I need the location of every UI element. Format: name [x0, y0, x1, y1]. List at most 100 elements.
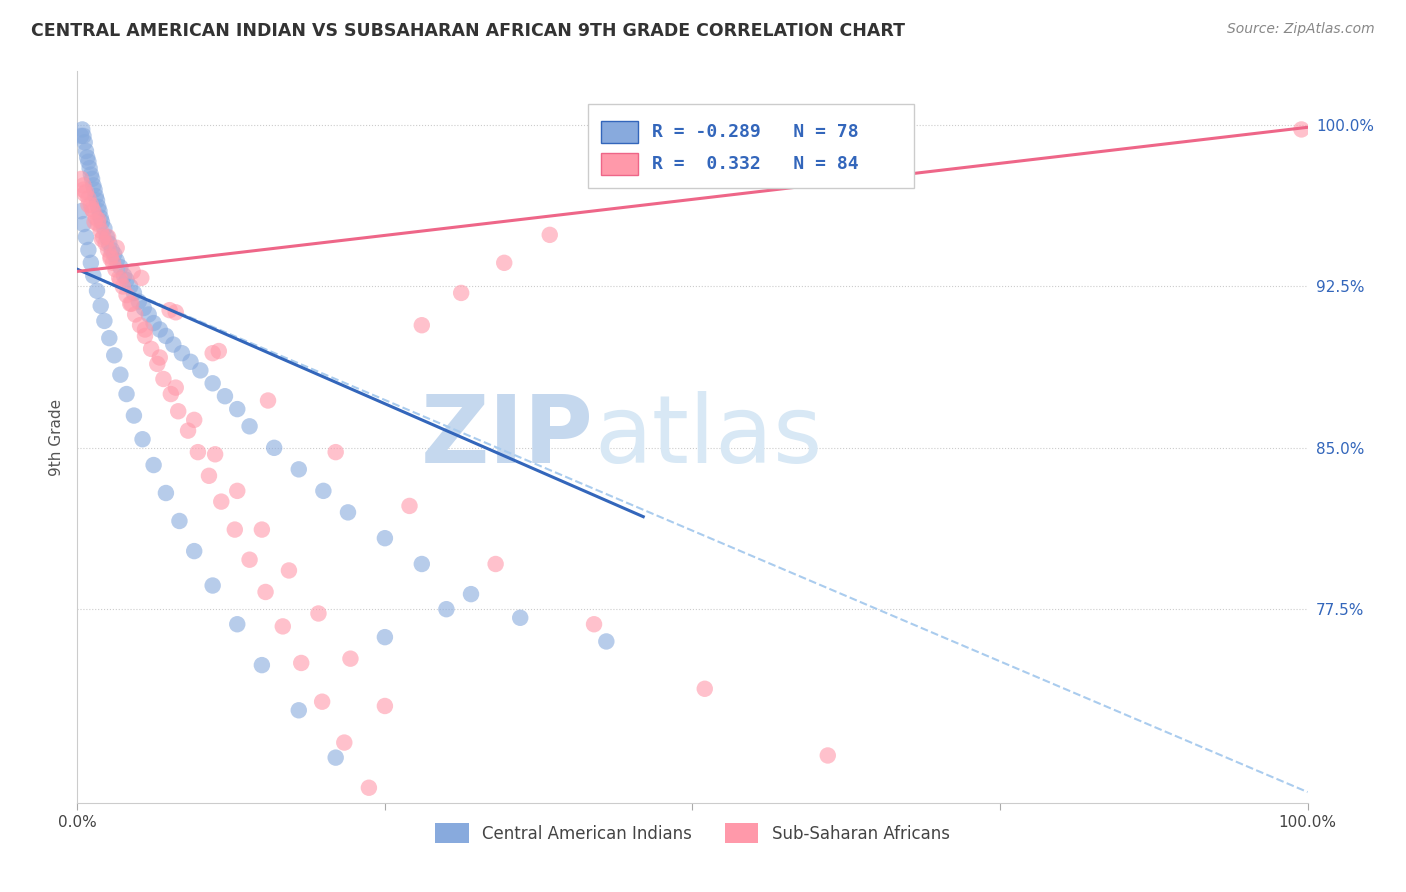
- Point: [1291, 122, 1313, 136]
- Point: [90, 211, 112, 225]
- Point: [110, 260, 132, 274]
- Point: [583, 617, 606, 632]
- Legend: Central American Indians, Sub-Saharan Africans: Central American Indians, Sub-Saharan Af…: [429, 817, 956, 849]
- Point: [83, 183, 105, 197]
- Point: [112, 268, 135, 283]
- Point: [250, 658, 273, 673]
- Point: [308, 607, 330, 621]
- Point: [120, 279, 142, 293]
- Point: [411, 318, 433, 333]
- Point: [121, 264, 143, 278]
- Point: [162, 337, 184, 351]
- Point: [146, 357, 169, 371]
- Point: [169, 514, 191, 528]
- Point: [72, 178, 94, 193]
- Y-axis label: 9th Grade: 9th Grade: [49, 399, 65, 475]
- Point: [73, 186, 96, 201]
- Point: [122, 285, 145, 300]
- Text: R = -0.289   N = 78: R = -0.289 N = 78: [652, 123, 859, 141]
- Point: [115, 387, 138, 401]
- Point: [105, 241, 128, 255]
- Point: [87, 200, 110, 214]
- Point: [239, 419, 262, 434]
- Point: [96, 230, 118, 244]
- Point: [134, 329, 156, 343]
- Point: [214, 389, 236, 403]
- Point: [142, 458, 165, 472]
- Point: [160, 387, 183, 401]
- Point: [288, 703, 311, 717]
- Point: [188, 363, 212, 377]
- Point: [167, 404, 190, 418]
- Point: [70, 172, 93, 186]
- Point: [79, 161, 101, 176]
- Point: [208, 344, 231, 359]
- Point: [198, 468, 221, 483]
- Point: [77, 243, 100, 257]
- Point: [89, 204, 111, 219]
- Point: [122, 409, 145, 423]
- Point: [98, 236, 121, 251]
- Point: [149, 322, 172, 336]
- Text: R =  0.332   N = 84: R = 0.332 N = 84: [652, 155, 859, 173]
- Text: ZIP: ZIP: [422, 391, 595, 483]
- Point: [72, 183, 94, 197]
- Point: [97, 243, 120, 257]
- Point: [115, 273, 138, 287]
- Point: [101, 243, 124, 257]
- Point: [93, 314, 115, 328]
- Point: [121, 296, 143, 310]
- Point: [817, 748, 839, 763]
- Point: [124, 308, 146, 322]
- Point: [134, 322, 156, 336]
- Point: [73, 136, 96, 150]
- Point: [75, 144, 97, 158]
- Point: [209, 494, 232, 508]
- Point: [76, 150, 98, 164]
- Point: [90, 215, 114, 229]
- Point: [494, 256, 516, 270]
- Point: [80, 168, 103, 182]
- Point: [86, 194, 108, 208]
- Point: [254, 585, 277, 599]
- Point: [165, 381, 187, 395]
- FancyBboxPatch shape: [588, 104, 914, 188]
- Text: CENTRAL AMERICAN INDIAN VS SUBSAHARAN AFRICAN 9TH GRADE CORRELATION CHART: CENTRAL AMERICAN INDIAN VS SUBSAHARAN AF…: [31, 22, 905, 40]
- Point: [82, 204, 104, 219]
- Point: [111, 279, 134, 293]
- Point: [201, 376, 224, 391]
- Point: [77, 198, 100, 212]
- Point: [115, 288, 138, 302]
- Point: [152, 372, 174, 386]
- Point: [250, 523, 273, 537]
- Point: [110, 368, 132, 382]
- Point: [450, 285, 472, 300]
- Point: [120, 296, 142, 310]
- Point: [374, 531, 396, 545]
- Point: [325, 750, 347, 764]
- Point: [132, 301, 155, 315]
- Point: [204, 447, 226, 461]
- Point: [374, 630, 396, 644]
- Point: [170, 346, 193, 360]
- Point: [288, 462, 311, 476]
- Point: [165, 305, 187, 319]
- Point: [141, 342, 163, 356]
- Point: [90, 232, 114, 246]
- Point: [177, 424, 200, 438]
- Point: [311, 695, 333, 709]
- Point: [77, 191, 100, 205]
- Point: [90, 299, 112, 313]
- Point: [90, 223, 112, 237]
- Point: [374, 698, 396, 713]
- Point: [333, 735, 356, 749]
- Point: [70, 128, 93, 143]
- Point: [325, 445, 347, 459]
- Point: [278, 564, 301, 578]
- Point: [108, 271, 131, 285]
- Point: [72, 217, 94, 231]
- Point: [384, 828, 406, 842]
- Point: [80, 256, 103, 270]
- Point: [84, 189, 107, 203]
- Point: [84, 211, 107, 225]
